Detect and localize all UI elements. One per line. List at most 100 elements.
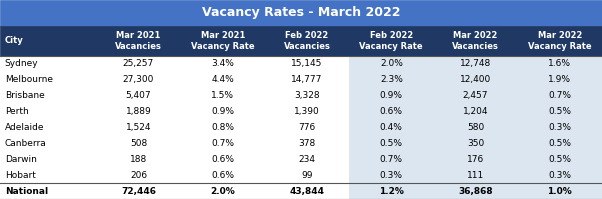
- Bar: [433, 135, 518, 151]
- Text: 0.3%: 0.3%: [548, 171, 571, 180]
- Bar: [96, 88, 181, 103]
- Bar: [181, 135, 265, 151]
- Bar: [181, 56, 265, 72]
- Text: 2,457: 2,457: [463, 91, 488, 100]
- Text: Sydney: Sydney: [5, 59, 39, 68]
- Bar: [518, 103, 602, 119]
- Bar: [265, 183, 349, 199]
- Text: 2.0%: 2.0%: [380, 59, 403, 68]
- Text: 0.8%: 0.8%: [211, 123, 234, 132]
- Text: 14,777: 14,777: [291, 75, 323, 84]
- Text: 15,145: 15,145: [291, 59, 323, 68]
- Text: Brisbane: Brisbane: [5, 91, 45, 100]
- Bar: [181, 183, 265, 199]
- Text: 27,300: 27,300: [123, 75, 154, 84]
- Text: 43,844: 43,844: [290, 186, 324, 196]
- Text: Feb 2022
Vacancies: Feb 2022 Vacancies: [284, 31, 330, 51]
- Text: 0.7%: 0.7%: [380, 155, 403, 164]
- Text: 3.4%: 3.4%: [211, 59, 234, 68]
- Bar: [0, 135, 96, 151]
- Bar: [433, 56, 518, 72]
- Bar: [518, 151, 602, 167]
- Bar: [349, 167, 433, 183]
- Bar: [265, 151, 349, 167]
- Text: 0.5%: 0.5%: [548, 155, 571, 164]
- Text: 234: 234: [299, 155, 315, 164]
- Text: 72,446: 72,446: [121, 186, 156, 196]
- Bar: [349, 88, 433, 103]
- Bar: [96, 135, 181, 151]
- Bar: [0, 183, 96, 199]
- Bar: [518, 56, 602, 72]
- Bar: [433, 167, 518, 183]
- Bar: [518, 167, 602, 183]
- Text: Melbourne: Melbourne: [5, 75, 53, 84]
- Bar: [433, 183, 518, 199]
- Text: 188: 188: [130, 155, 147, 164]
- Text: 0.7%: 0.7%: [548, 91, 571, 100]
- Text: Mar 2021
Vacancies: Mar 2021 Vacancies: [115, 31, 162, 51]
- Bar: [433, 151, 518, 167]
- Text: Hobart: Hobart: [5, 171, 36, 180]
- Bar: [349, 151, 433, 167]
- Bar: [265, 72, 349, 88]
- Bar: [265, 119, 349, 135]
- Bar: [265, 88, 349, 103]
- Bar: [181, 119, 265, 135]
- Text: Adelaide: Adelaide: [5, 123, 45, 132]
- Bar: [96, 56, 181, 72]
- Text: 1.6%: 1.6%: [548, 59, 571, 68]
- Text: 1,204: 1,204: [463, 107, 488, 116]
- Bar: [265, 103, 349, 119]
- Text: 0.6%: 0.6%: [380, 107, 403, 116]
- Bar: [433, 103, 518, 119]
- Text: 580: 580: [467, 123, 484, 132]
- Bar: [181, 151, 265, 167]
- Bar: [265, 135, 349, 151]
- Bar: [518, 135, 602, 151]
- Text: 0.3%: 0.3%: [548, 123, 571, 132]
- Bar: [349, 119, 433, 135]
- Bar: [349, 72, 433, 88]
- Text: 176: 176: [467, 155, 484, 164]
- Bar: [518, 183, 602, 199]
- Bar: [0, 103, 96, 119]
- Text: 1,889: 1,889: [126, 107, 151, 116]
- Text: 350: 350: [467, 139, 484, 148]
- Text: Mar 2021
Vacancy Rate: Mar 2021 Vacancy Rate: [191, 31, 255, 51]
- Bar: [0, 151, 96, 167]
- Text: 0.4%: 0.4%: [380, 123, 403, 132]
- Bar: [518, 72, 602, 88]
- Text: 508: 508: [130, 139, 147, 148]
- Bar: [349, 56, 433, 72]
- Text: 0.9%: 0.9%: [211, 107, 234, 116]
- Bar: [181, 72, 265, 88]
- Bar: [0, 56, 96, 72]
- Text: Vacancy Rates - March 2022: Vacancy Rates - March 2022: [202, 6, 400, 20]
- Text: 111: 111: [467, 171, 484, 180]
- Bar: [265, 56, 349, 72]
- Bar: [433, 72, 518, 88]
- Text: 0.5%: 0.5%: [548, 139, 571, 148]
- Bar: [96, 183, 181, 199]
- Text: Mar 2022
Vacancies: Mar 2022 Vacancies: [452, 31, 499, 51]
- Text: 36,868: 36,868: [458, 186, 493, 196]
- Text: 12,748: 12,748: [460, 59, 491, 68]
- Text: City: City: [5, 36, 23, 45]
- Bar: [181, 167, 265, 183]
- Bar: [0, 26, 602, 56]
- Text: Perth: Perth: [5, 107, 28, 116]
- Text: 0.9%: 0.9%: [380, 91, 403, 100]
- Text: Feb 2022
Vacancy Rate: Feb 2022 Vacancy Rate: [359, 31, 423, 51]
- Text: 0.3%: 0.3%: [380, 171, 403, 180]
- Bar: [0, 0, 602, 26]
- Text: 1.9%: 1.9%: [548, 75, 571, 84]
- Text: 0.5%: 0.5%: [548, 107, 571, 116]
- Text: 99: 99: [301, 171, 313, 180]
- Text: 206: 206: [130, 171, 147, 180]
- Text: 4.4%: 4.4%: [211, 75, 234, 84]
- Text: 2.3%: 2.3%: [380, 75, 403, 84]
- Bar: [181, 103, 265, 119]
- Bar: [0, 167, 96, 183]
- Text: 1,524: 1,524: [126, 123, 151, 132]
